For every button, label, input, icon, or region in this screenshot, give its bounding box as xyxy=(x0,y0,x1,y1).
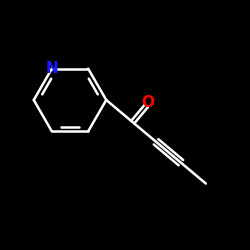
Text: O: O xyxy=(141,94,154,110)
Text: N: N xyxy=(46,61,58,76)
